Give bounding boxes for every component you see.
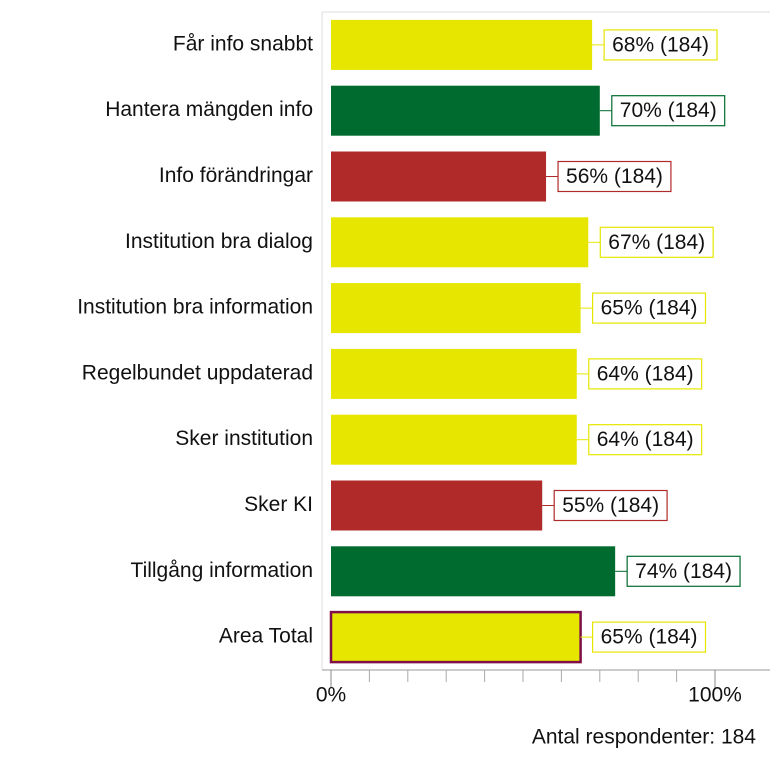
- bar: [331, 546, 616, 597]
- value-label-box: [588, 424, 703, 456]
- category-label: Tillgång information: [131, 559, 313, 582]
- value-label: 68% (184): [612, 33, 709, 56]
- bar: [331, 151, 547, 202]
- value-label: 64% (184): [597, 428, 694, 451]
- category-label: Sker institution: [175, 427, 313, 450]
- category-label: Regelbundet uppdaterad: [82, 361, 313, 384]
- x-tick-label: 0%: [316, 684, 346, 707]
- value-label-box: [553, 489, 668, 522]
- value-label: 65% (184): [601, 297, 698, 320]
- bar: [331, 414, 577, 465]
- bar: [329, 610, 582, 664]
- value-label: 67% (184): [608, 231, 705, 254]
- category-label: Institution bra information: [77, 296, 313, 319]
- bar: [331, 85, 600, 136]
- category-label: Info förändringar: [159, 164, 313, 187]
- value-label-box: [591, 292, 707, 324]
- category-label: Area Total: [219, 625, 313, 648]
- value-label-box: [603, 29, 718, 61]
- bar: [331, 480, 543, 531]
- value-label: 70% (184): [620, 99, 717, 122]
- value-label: 74% (184): [635, 560, 732, 583]
- bar: [331, 348, 577, 399]
- x-tick-label: 100%: [688, 684, 742, 707]
- value-label-box: [557, 160, 672, 193]
- category-label: Institution bra dialog: [125, 230, 313, 253]
- category-label: Hantera mängden info: [105, 98, 313, 121]
- bar: [331, 19, 593, 70]
- category-label: Sker KI: [244, 493, 313, 516]
- value-label-box: [591, 621, 707, 653]
- value-label-box: [588, 358, 703, 390]
- value-label-box: [626, 555, 741, 587]
- bar: [331, 283, 581, 334]
- bar: [331, 217, 589, 268]
- value-label-box: [611, 95, 726, 127]
- value-label: 64% (184): [597, 362, 694, 385]
- value-label: 55% (184): [562, 494, 659, 517]
- value-label-box: [599, 226, 714, 258]
- category-label: Får info snabbt: [173, 32, 313, 55]
- value-label: 56% (184): [566, 165, 663, 188]
- value-label: 65% (184): [601, 626, 698, 649]
- respondent-note: Antal respondenter: 184: [532, 726, 756, 749]
